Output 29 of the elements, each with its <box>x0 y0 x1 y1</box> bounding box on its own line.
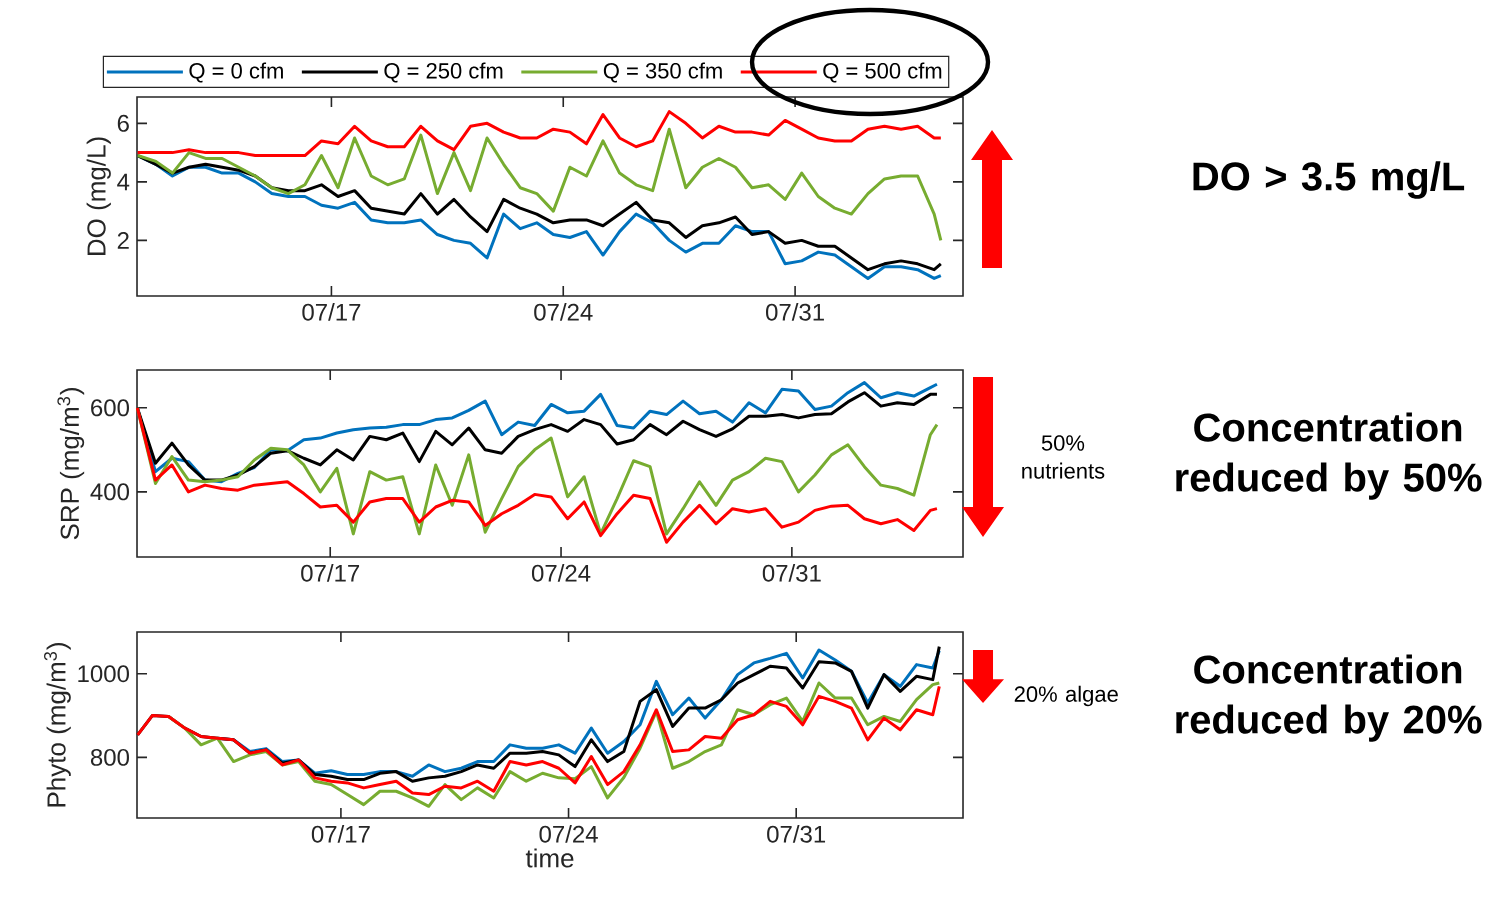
y-axis-title: DO (mg/L) <box>86 137 111 256</box>
text: Concentration reduced by 20% <box>1176 654 1482 742</box>
y-tick-label: 2 <box>117 232 129 249</box>
text: 50% nutrients <box>1022 435 1105 479</box>
y-tick-label: 4 <box>117 173 130 191</box>
x-tick-label: 07/24 <box>534 303 593 321</box>
x-tick-label: 07/31 <box>762 564 821 582</box>
x-tick-label: 07/24 <box>531 564 591 582</box>
y-axis-title: Phyto (mg/m$^{3}$) <box>44 643 71 807</box>
x-tick-label: 07/17 <box>301 564 360 582</box>
y-axis-title: SRP (mg/m$^{3}$) <box>57 388 85 540</box>
y-tick-label: 400 <box>90 483 130 501</box>
legend-label: Q = 350 cfm <box>603 62 722 83</box>
legend-label: Q = 500 cfm <box>823 62 942 83</box>
x-tick-label: 07/31 <box>767 825 826 843</box>
x-tick-label: 07/17 <box>302 303 361 321</box>
x-tick-label: 07/31 <box>766 303 824 321</box>
x-axis-title: time <box>525 848 574 868</box>
y-tick-label: 1000 <box>78 665 129 683</box>
y-tick-label: 6 <box>117 114 129 132</box>
x-tick-label: 07/17 <box>311 825 370 843</box>
legend-label: Q = 0 cfm <box>189 62 283 83</box>
x-tick-label: 07/24 <box>539 825 598 843</box>
text: 20% algae <box>1014 685 1118 707</box>
y-tick-label: 800 <box>90 748 129 766</box>
legend-label: Q = 250 cfm <box>384 62 503 83</box>
y-tick-label: 600 <box>91 399 130 417</box>
text: Concentration reduced by 50% <box>1176 412 1482 500</box>
text: DO > 3.5 mg/L <box>1193 161 1465 199</box>
